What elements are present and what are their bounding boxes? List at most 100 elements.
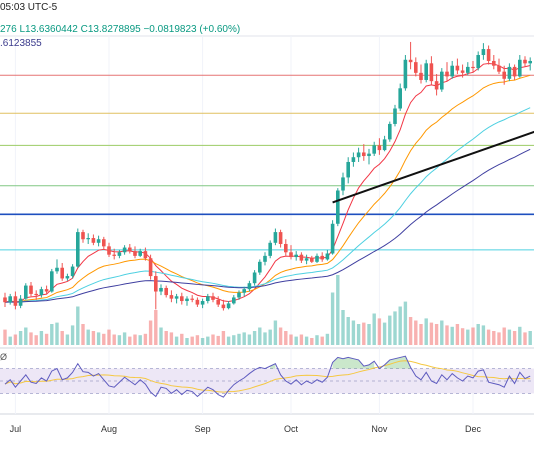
x-axis: Jul Aug Sep Oct Nov Dec — [10, 424, 482, 434]
volume-bar — [96, 332, 101, 345]
candle-body — [419, 72, 423, 80]
candle-body — [388, 123, 392, 140]
candle-body — [398, 88, 402, 109]
x-tick-label: Jul — [10, 424, 22, 434]
candle-body — [377, 145, 382, 151]
candle — [216, 296, 220, 307]
candle-body — [91, 238, 96, 243]
rsi-label: Ø — [0, 352, 8, 362]
candle-body — [226, 303, 231, 309]
candle-body — [76, 232, 80, 267]
volume-bar — [502, 327, 506, 345]
candle-body — [44, 289, 49, 292]
candle-body — [190, 298, 194, 300]
candle — [128, 243, 132, 254]
candle-body — [492, 60, 496, 66]
volume-bar — [143, 333, 148, 345]
volume-bar — [13, 334, 18, 345]
candle — [18, 295, 23, 309]
candle — [440, 68, 444, 92]
volume-bar — [206, 336, 210, 345]
candle-body — [424, 63, 428, 80]
volume-bar — [107, 329, 111, 345]
candle — [29, 282, 33, 297]
volume-bar — [211, 334, 215, 345]
candle-body — [393, 108, 397, 124]
volume-bar — [81, 324, 85, 345]
volume-bar — [258, 327, 262, 345]
candle — [455, 58, 460, 75]
candle — [96, 235, 101, 247]
candle-body — [65, 276, 70, 279]
volume-bar — [377, 318, 382, 345]
candle — [497, 58, 501, 75]
candle — [159, 284, 163, 296]
volume-bar — [70, 325, 75, 345]
volume-bar — [476, 324, 480, 345]
ema-long-line — [4, 148, 531, 303]
volume-bar — [138, 335, 142, 345]
candle-body — [237, 292, 241, 298]
candle — [232, 295, 236, 305]
candle-body — [502, 71, 506, 79]
candle-body — [122, 247, 127, 253]
candle — [310, 255, 314, 263]
volume-bar — [263, 332, 267, 345]
candle — [429, 56, 434, 85]
candle — [336, 188, 340, 227]
volume-bar — [330, 292, 335, 345]
candle-body — [206, 296, 210, 302]
candle-body — [258, 261, 262, 273]
candle — [65, 273, 70, 281]
candle-body — [107, 246, 111, 255]
volume-bar — [169, 332, 174, 345]
volume-bar — [91, 331, 96, 345]
candle — [122, 245, 127, 255]
candle — [320, 252, 324, 262]
candle — [481, 43, 486, 60]
candle — [200, 298, 205, 309]
candle-body — [429, 63, 434, 82]
candle — [486, 45, 491, 65]
volume-bar — [232, 335, 236, 345]
volume-bar — [471, 327, 475, 345]
volume-bar — [346, 317, 350, 345]
candle-body — [252, 272, 257, 284]
candle — [466, 62, 470, 76]
candle-body — [471, 66, 475, 69]
candle-body — [507, 66, 512, 79]
volume-bar — [440, 320, 444, 345]
volume-bar — [341, 310, 345, 345]
candle-body — [382, 139, 387, 151]
candle-body — [221, 304, 226, 309]
volume-bar — [356, 324, 361, 345]
candle-body — [70, 266, 75, 277]
candle — [70, 264, 75, 279]
candle — [518, 55, 522, 78]
candle — [382, 135, 387, 152]
candle-body — [372, 145, 376, 154]
header-ohlc: 276 L13.6360442 C13.8278895 −0.0819823 (… — [0, 24, 241, 35]
candle — [81, 229, 85, 243]
candle-body — [330, 223, 335, 254]
candle-body — [159, 287, 163, 292]
volume-bar — [200, 338, 205, 345]
volume-bar — [50, 324, 54, 345]
candle — [304, 254, 309, 265]
candle-body — [299, 254, 304, 261]
volume-bar — [117, 335, 122, 345]
candle-body — [242, 289, 246, 293]
volume-bar — [44, 333, 49, 345]
candle — [414, 57, 418, 77]
candle-body — [414, 62, 418, 73]
volume-bar — [299, 334, 304, 345]
candle-body — [346, 161, 350, 178]
volume-bar — [278, 327, 283, 345]
candle-body — [13, 296, 18, 306]
volume-bar — [351, 320, 356, 345]
volume-bar — [336, 275, 340, 345]
candle — [102, 236, 106, 250]
candle-body — [486, 49, 491, 61]
volume-bar — [34, 335, 38, 345]
rsi-overbought-fill — [384, 356, 411, 369]
